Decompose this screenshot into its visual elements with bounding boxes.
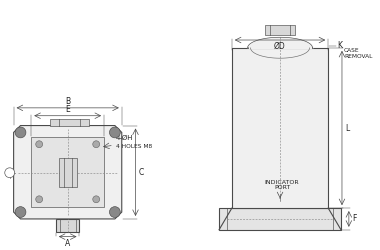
Text: CASE
REMOVAL: CASE REMOVAL <box>344 48 372 59</box>
Text: ØD: ØD <box>274 42 286 51</box>
Text: F: F <box>352 214 356 224</box>
Circle shape <box>109 127 120 138</box>
Circle shape <box>15 207 26 218</box>
Bar <box>56 219 79 232</box>
Circle shape <box>93 141 100 148</box>
Text: A: A <box>65 238 70 248</box>
Text: K: K <box>337 42 342 50</box>
Bar <box>219 208 341 230</box>
Circle shape <box>109 207 120 218</box>
Text: E: E <box>65 105 70 114</box>
Bar <box>50 119 89 126</box>
Bar <box>31 137 104 207</box>
Text: C: C <box>138 168 144 177</box>
Circle shape <box>36 141 43 148</box>
Bar <box>265 25 295 35</box>
Circle shape <box>93 196 100 203</box>
Text: 4 HOLES M8: 4 HOLES M8 <box>116 144 152 149</box>
Circle shape <box>5 168 14 178</box>
Text: L: L <box>345 124 349 132</box>
Circle shape <box>36 196 43 203</box>
Polygon shape <box>14 126 122 219</box>
Bar <box>232 48 328 208</box>
Text: B: B <box>65 97 70 106</box>
Bar <box>59 158 76 188</box>
Circle shape <box>15 127 26 138</box>
Bar <box>268 202 292 208</box>
Text: INDICATOR
PORT: INDICATOR PORT <box>265 180 299 190</box>
Text: 4-ØH: 4-ØH <box>116 135 133 141</box>
